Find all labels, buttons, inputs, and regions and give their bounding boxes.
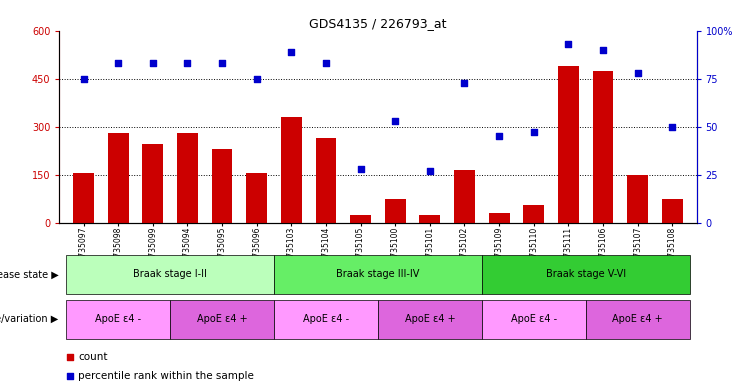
Text: Braak stage V-VI: Braak stage V-VI <box>545 269 626 279</box>
Point <box>528 129 539 136</box>
Text: Braak stage III-IV: Braak stage III-IV <box>336 269 419 279</box>
Point <box>64 354 76 360</box>
Text: ApoE ε4 +: ApoE ε4 + <box>405 314 455 324</box>
Text: ApoE ε4 +: ApoE ε4 + <box>612 314 663 324</box>
Bar <box>66 255 274 294</box>
Point <box>632 70 644 76</box>
Bar <box>585 300 690 339</box>
Title: GDS4135 / 226793_at: GDS4135 / 226793_at <box>309 17 447 30</box>
Text: disease state ▶: disease state ▶ <box>0 269 59 279</box>
Bar <box>73 173 94 223</box>
Bar <box>66 300 170 339</box>
Bar <box>246 173 267 223</box>
Bar <box>558 66 579 223</box>
Bar <box>419 215 440 223</box>
Point <box>355 166 367 172</box>
Bar <box>177 133 198 223</box>
Bar <box>316 138 336 223</box>
Bar <box>662 199 682 223</box>
Bar <box>454 170 475 223</box>
Point <box>250 76 262 82</box>
Point <box>459 79 471 86</box>
Bar <box>385 199 405 223</box>
Bar <box>281 117 302 223</box>
Point <box>78 76 90 82</box>
Point <box>320 60 332 66</box>
Text: count: count <box>79 352 108 362</box>
Text: genotype/variation ▶: genotype/variation ▶ <box>0 314 59 324</box>
Bar <box>482 255 690 294</box>
Point <box>147 60 159 66</box>
Bar <box>593 71 614 223</box>
Point <box>285 49 297 55</box>
Point <box>597 47 609 53</box>
Bar <box>489 213 510 223</box>
Point <box>112 60 124 66</box>
Point <box>216 60 228 66</box>
Point <box>494 133 505 139</box>
Text: ApoE ε4 -: ApoE ε4 - <box>303 314 349 324</box>
Point <box>64 373 76 379</box>
Text: ApoE ε4 -: ApoE ε4 - <box>95 314 142 324</box>
Bar <box>170 300 274 339</box>
Bar <box>274 255 482 294</box>
Bar <box>482 300 585 339</box>
Point <box>182 60 193 66</box>
Point <box>389 118 401 124</box>
Point <box>424 168 436 174</box>
Bar <box>274 300 378 339</box>
Bar <box>628 175 648 223</box>
Bar <box>142 144 163 223</box>
Text: ApoE ε4 +: ApoE ε4 + <box>197 314 247 324</box>
Bar <box>212 149 233 223</box>
Text: percentile rank within the sample: percentile rank within the sample <box>79 371 254 381</box>
Bar <box>378 300 482 339</box>
Point <box>562 41 574 47</box>
Bar <box>350 215 371 223</box>
Text: ApoE ε4 -: ApoE ε4 - <box>511 314 556 324</box>
Point <box>666 124 678 130</box>
Bar <box>107 133 128 223</box>
Bar <box>523 205 544 223</box>
Text: Braak stage I-II: Braak stage I-II <box>133 269 207 279</box>
